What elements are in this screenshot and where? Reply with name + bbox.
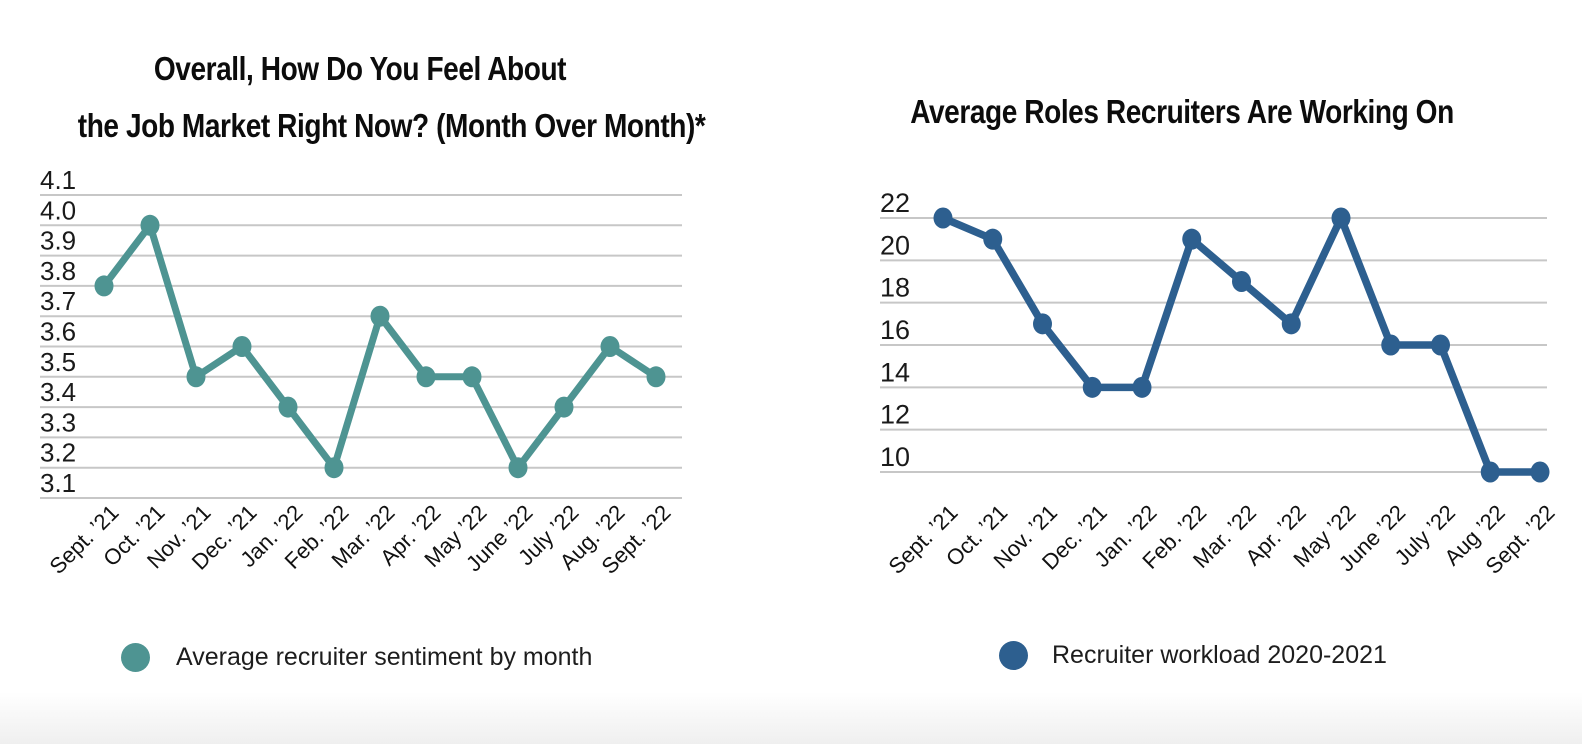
data-point	[416, 366, 436, 388]
data-point	[94, 275, 114, 297]
y-axis-label: 16	[880, 315, 910, 345]
y-axis-label: 4.0	[40, 195, 76, 225]
data-point	[278, 396, 298, 418]
y-axis-label: 3.6	[40, 317, 76, 347]
data-point	[1281, 313, 1301, 335]
workload-legend: Recruiter workload 2020-2021	[999, 641, 1387, 670]
data-point	[1381, 334, 1401, 356]
y-axis-label: 3.8	[40, 256, 76, 286]
y-axis-label: 3.1	[40, 468, 76, 498]
data-point	[324, 457, 344, 479]
y-axis-label: 18	[880, 273, 910, 303]
data-point	[1480, 461, 1500, 483]
sentiment-chart-title-line-1: Overall, How Do You Feel About	[153, 50, 567, 87]
data-point	[933, 207, 953, 229]
data-point	[1530, 461, 1550, 483]
y-axis-label: 3.5	[40, 347, 76, 377]
y-axis-label: 3.4	[40, 377, 76, 407]
data-point	[508, 457, 528, 479]
workload-chart-title: Average Roles Recruiters Are Working On	[846, 90, 1518, 134]
data-point	[1182, 228, 1202, 250]
data-point	[1082, 376, 1102, 398]
data-point	[1331, 207, 1351, 229]
data-point	[462, 366, 482, 388]
data-point	[1232, 271, 1251, 292]
y-axis-label: 4.1	[40, 165, 76, 195]
y-axis-label: 20	[880, 230, 910, 260]
y-axis-label: 3.9	[40, 226, 76, 256]
data-point	[983, 228, 1003, 250]
data-point	[232, 336, 252, 357]
y-axis-label: 22	[880, 188, 910, 218]
data-point	[1033, 313, 1052, 335]
data-point	[1431, 334, 1450, 356]
workload-chart-title-line-1: Average Roles Recruiters Are Working On	[910, 93, 1454, 130]
bottom-fade-gradient	[0, 692, 1582, 744]
y-axis-label: 12	[880, 400, 910, 430]
y-axis-label: 3.2	[40, 438, 76, 468]
y-axis-label: 3.3	[40, 407, 76, 437]
data-point	[1132, 376, 1152, 398]
sentiment-legend-label: Average recruiter sentiment by month	[176, 643, 593, 671]
workload-legend-dot-icon	[999, 641, 1028, 670]
sentiment-chart-title-line-2: the Job Market Right Now? (Month Over Mo…	[77, 107, 706, 144]
y-axis-label: 10	[880, 442, 910, 472]
y-axis-label: 14	[880, 357, 910, 387]
sentiment-legend: Average recruiter sentiment by month	[121, 643, 592, 672]
sentiment-chart-title: Overall, How Do You Feel About the Job M…	[28, 40, 706, 154]
data-point	[140, 214, 160, 236]
data-point	[186, 366, 206, 388]
data-point	[554, 396, 574, 418]
y-axis-label: 3.7	[40, 286, 76, 316]
x-axis-label: Sept. ’21	[883, 500, 962, 579]
data-point	[646, 366, 666, 388]
data-point	[600, 336, 620, 357]
workload-legend-label: Recruiter workload 2020-2021	[1052, 641, 1387, 669]
sentiment-legend-dot-icon	[121, 643, 150, 672]
data-point	[370, 305, 390, 327]
